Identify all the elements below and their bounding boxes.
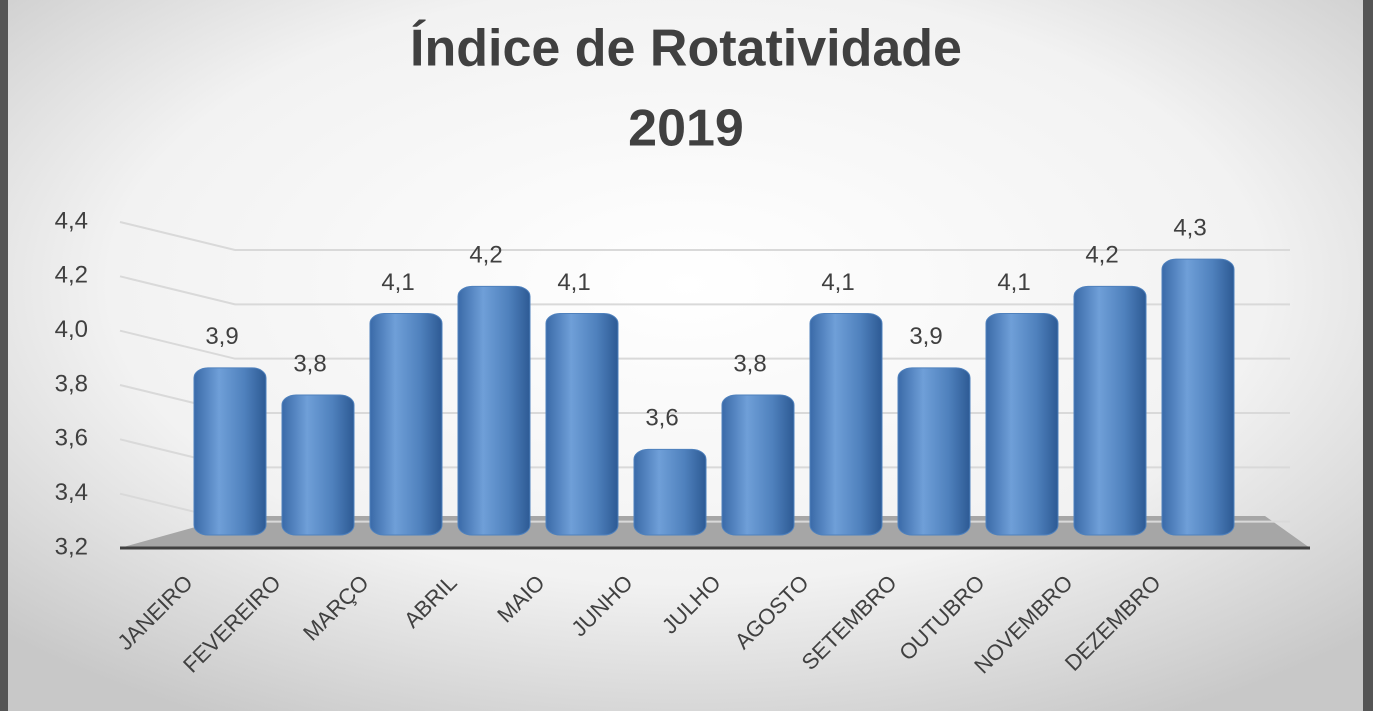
- value-label: 4,1: [997, 269, 1030, 296]
- value-label: 4,1: [557, 269, 590, 296]
- bar: [809, 313, 883, 536]
- y-tick-label: 3,8: [55, 370, 88, 397]
- value-label: 3,9: [205, 323, 238, 350]
- y-tick-label: 3,6: [55, 425, 88, 452]
- bar: [985, 313, 1059, 536]
- value-label: 4,2: [469, 242, 502, 269]
- chart-title: 2019: [628, 100, 744, 158]
- bar: [457, 285, 531, 536]
- y-tick-label: 4,4: [55, 207, 88, 234]
- value-label: 3,8: [293, 350, 326, 377]
- bar: [1161, 258, 1235, 536]
- y-tick-label: 4,2: [55, 262, 88, 289]
- bar: [369, 313, 443, 536]
- bar: [281, 394, 355, 536]
- border-left: [0, 0, 8, 711]
- bar: [721, 394, 795, 536]
- value-label: 4,3: [1173, 215, 1206, 242]
- y-tick-label: 3,4: [55, 479, 88, 506]
- border-right: [1363, 0, 1373, 711]
- bar: [897, 367, 971, 536]
- y-tick-label: 3,2: [55, 533, 88, 560]
- bar: [1073, 285, 1147, 536]
- value-label: 4,2: [1085, 242, 1118, 269]
- value-label: 4,1: [381, 269, 414, 296]
- grid-line: [119, 221, 1290, 251]
- value-label: 3,6: [645, 405, 678, 432]
- chart-title: Índice de Rotatividade: [410, 20, 962, 78]
- bar: [193, 367, 267, 536]
- value-label: 4,1: [821, 269, 854, 296]
- bar: [633, 448, 707, 536]
- y-tick-label: 4,0: [55, 316, 88, 343]
- grid-line: [119, 329, 1290, 360]
- bar: [545, 313, 619, 536]
- value-label: 3,9: [909, 323, 942, 350]
- grid-line: [119, 275, 1290, 306]
- value-label: 3,8: [733, 350, 766, 377]
